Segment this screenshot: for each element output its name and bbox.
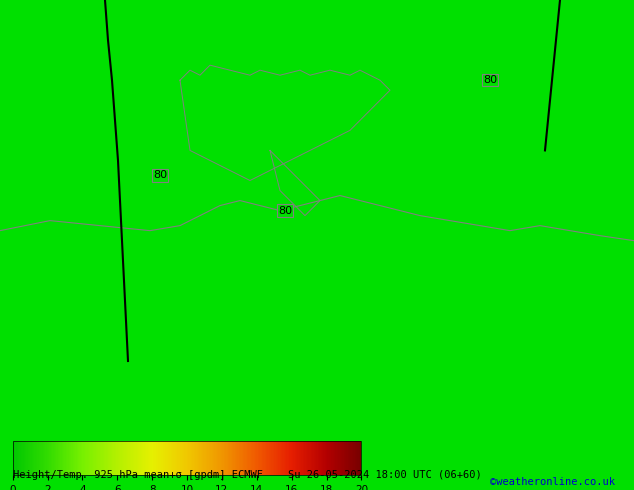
- Text: 80: 80: [278, 206, 292, 216]
- Text: 80: 80: [483, 75, 497, 85]
- Text: Height/Temp. 925 hPa mean+σ [gpdm] ECMWF    Su 26-05-2024 18:00 UTC (06+60): Height/Temp. 925 hPa mean+σ [gpdm] ECMWF…: [13, 470, 481, 480]
- Text: 80: 80: [153, 171, 167, 180]
- Text: ©weatheronline.co.uk: ©weatheronline.co.uk: [490, 477, 615, 487]
